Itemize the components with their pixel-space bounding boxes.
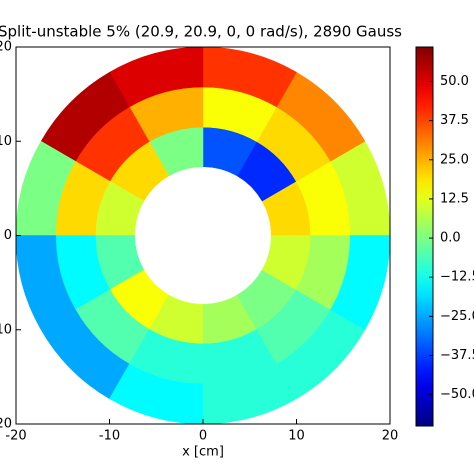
colorbar-tick-label: 0.0 (440, 231, 461, 246)
colorbar-tick-label: 50.0 (440, 74, 469, 89)
x-axis-label: x [cm] (182, 445, 224, 460)
colorbar (415, 46, 434, 427)
y-tick-label: -20 (0, 417, 12, 432)
colorbar-tick-label: −12.5 (440, 270, 474, 285)
heat-cell (330, 235, 391, 331)
colorbar-tick-label: −50.0 (440, 387, 474, 402)
colorbar-tick-label: 12.5 (440, 191, 469, 206)
x-tick-label: -20 (5, 429, 26, 444)
colorbar-tick-label: −37.5 (440, 348, 474, 363)
y-tick-label: 0 (4, 228, 12, 243)
x-tick-label: 0 (199, 429, 207, 444)
x-tick-label: 10 (288, 429, 305, 444)
y-tick-label: 20 (0, 40, 12, 55)
y-tick-label: 10 (0, 134, 12, 149)
colorbar-tick-label: 25.0 (440, 152, 469, 167)
colorbar-tick-label: −25.0 (440, 309, 474, 324)
y-tick-label: -10 (0, 322, 12, 337)
x-tick-label: 20 (382, 429, 399, 444)
colorbar-tick-label: 37.5 (440, 113, 469, 128)
chart-title: Split-unstable 5% (20.9, 20.9, 0, 0 rad/… (0, 23, 402, 41)
x-tick-label: -10 (99, 429, 120, 444)
